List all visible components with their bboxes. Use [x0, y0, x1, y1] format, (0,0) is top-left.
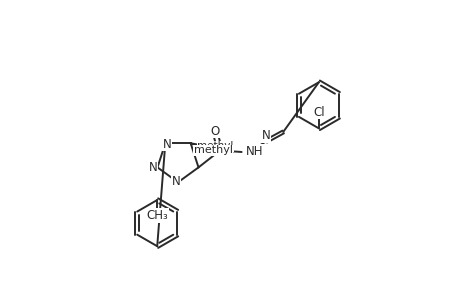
Text: N: N: [148, 161, 157, 174]
Text: N: N: [162, 138, 171, 151]
Text: NH: NH: [245, 145, 263, 158]
Text: O: O: [210, 125, 219, 138]
Text: methyl: methyl: [197, 141, 233, 152]
Text: CH₃: CH₃: [146, 209, 168, 222]
Text: Cl: Cl: [313, 106, 324, 119]
Text: N: N: [172, 175, 180, 188]
Text: N: N: [261, 129, 270, 142]
Text: methyl: methyl: [193, 145, 232, 155]
